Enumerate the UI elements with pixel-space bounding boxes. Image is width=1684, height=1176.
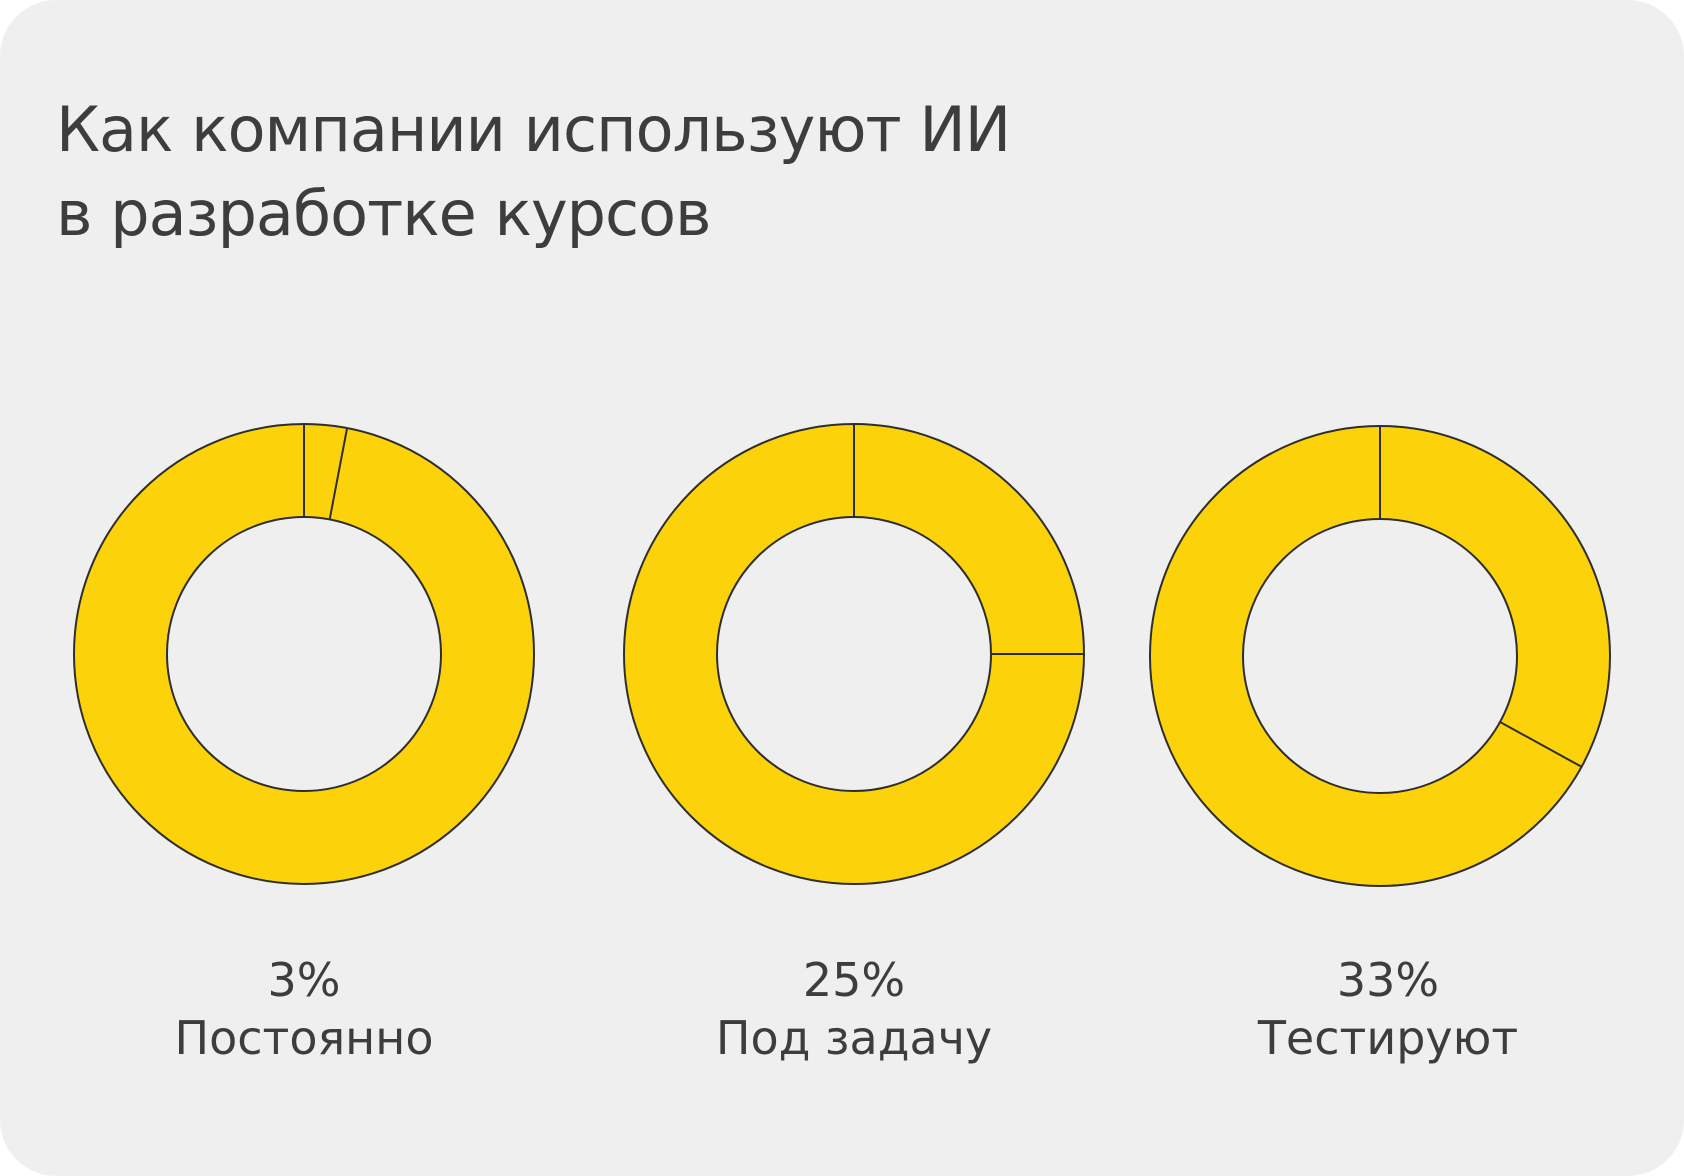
donut-1 <box>73 423 535 885</box>
percent-label: 25% <box>802 953 906 1007</box>
donut-hole <box>716 516 992 792</box>
donut-hole <box>1242 518 1518 794</box>
chart-title-line-1: Как компании используют ИИ <box>56 93 1011 166</box>
category-label: Под задачу <box>715 1011 993 1065</box>
donut-2 <box>623 423 1085 885</box>
donut-3 <box>1149 425 1611 887</box>
donut-label-testiruyut: 33% Тестируют <box>1188 952 1588 1068</box>
percent-label: 3% <box>267 953 341 1007</box>
chart-title-line-2: в разработке курсов <box>56 177 712 250</box>
chart-title: Как компании используют ИИ в разработке … <box>56 88 1256 256</box>
donut-hole <box>166 516 442 792</box>
category-label: Тестируют <box>1257 1011 1519 1065</box>
segment-end-line <box>328 427 349 520</box>
donut-label-postoyanno: 3% Постоянно <box>104 952 504 1068</box>
percent-label: 33% <box>1336 953 1440 1007</box>
donut-label-pod-zadachu: 25% Под задачу <box>654 952 1054 1068</box>
segment-end-line <box>1499 721 1583 768</box>
category-label: Постоянно <box>174 1011 434 1065</box>
